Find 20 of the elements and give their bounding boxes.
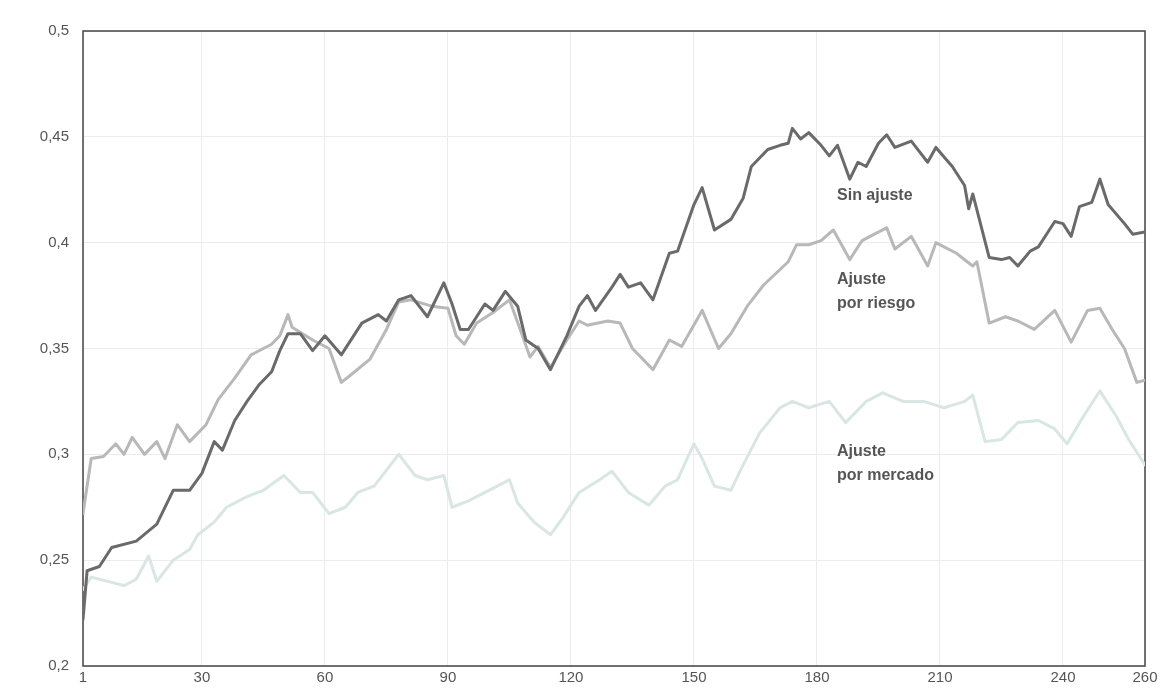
y-tick-label: 0,35 [39,338,69,356]
x-tick-label: 260 [1132,668,1158,686]
x-tick-label: 60 [316,668,334,686]
y-tick-label: 0,3 [48,444,69,462]
y-tick-label: 0,4 [48,232,69,250]
y-tick-label: 0,25 [39,550,69,568]
series-label: Sin ajuste [837,185,913,203]
x-tick-label: 240 [1050,668,1076,686]
x-tick-label: 120 [558,668,584,686]
series-label: Ajuste por mercado [837,441,935,483]
y-tick-label: 0,2 [48,656,69,674]
x-tick-label: 210 [927,668,953,686]
x-tick-label: 150 [681,668,707,686]
x-tick-label: 90 [439,668,457,686]
x-tick-label: 30 [193,668,211,686]
x-tick-label: 1 [78,668,88,686]
x-tick-label: 180 [804,668,830,686]
series-label: Ajuste por riesgo [837,270,916,312]
y-tick-label: 0,45 [39,126,69,144]
y-tick-label: 0,5 [48,21,69,39]
